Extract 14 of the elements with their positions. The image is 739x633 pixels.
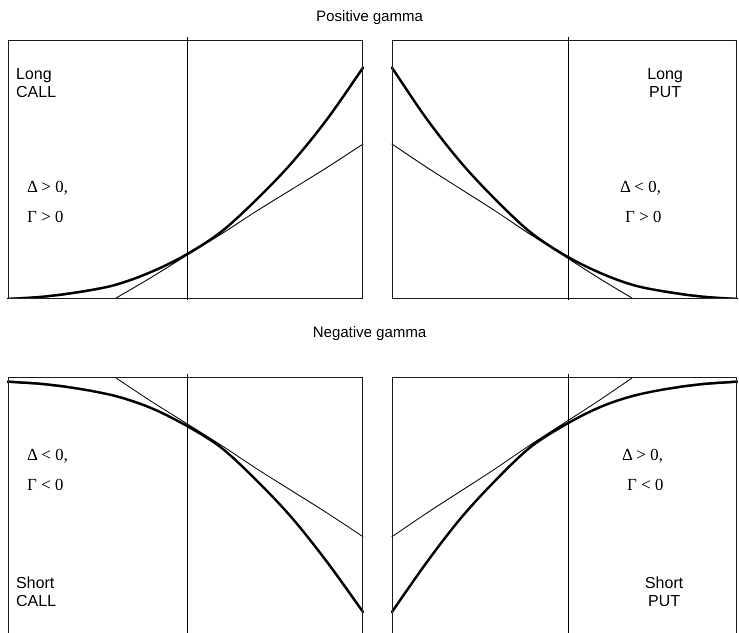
annotation: Γ > 0: [27, 207, 64, 227]
annotation: Γ < 0: [627, 475, 664, 495]
annotation: Δ < 0,: [27, 445, 68, 465]
annotation: Long CALL: [16, 66, 56, 102]
annotation: Short PUT: [644, 575, 684, 611]
annotation: Short CALL: [16, 575, 56, 611]
annotation: Γ > 0: [625, 207, 662, 227]
chart-title: Positive gamma: [315, 8, 424, 25]
annotation: Γ < 0: [27, 475, 64, 495]
annotation: Δ > 0,: [27, 177, 68, 197]
annotation: Δ > 0,: [622, 445, 663, 465]
annotation: Δ < 0,: [620, 177, 661, 197]
annotation: Long PUT: [646, 66, 684, 102]
chart-title: Negative gamma: [312, 324, 428, 341]
